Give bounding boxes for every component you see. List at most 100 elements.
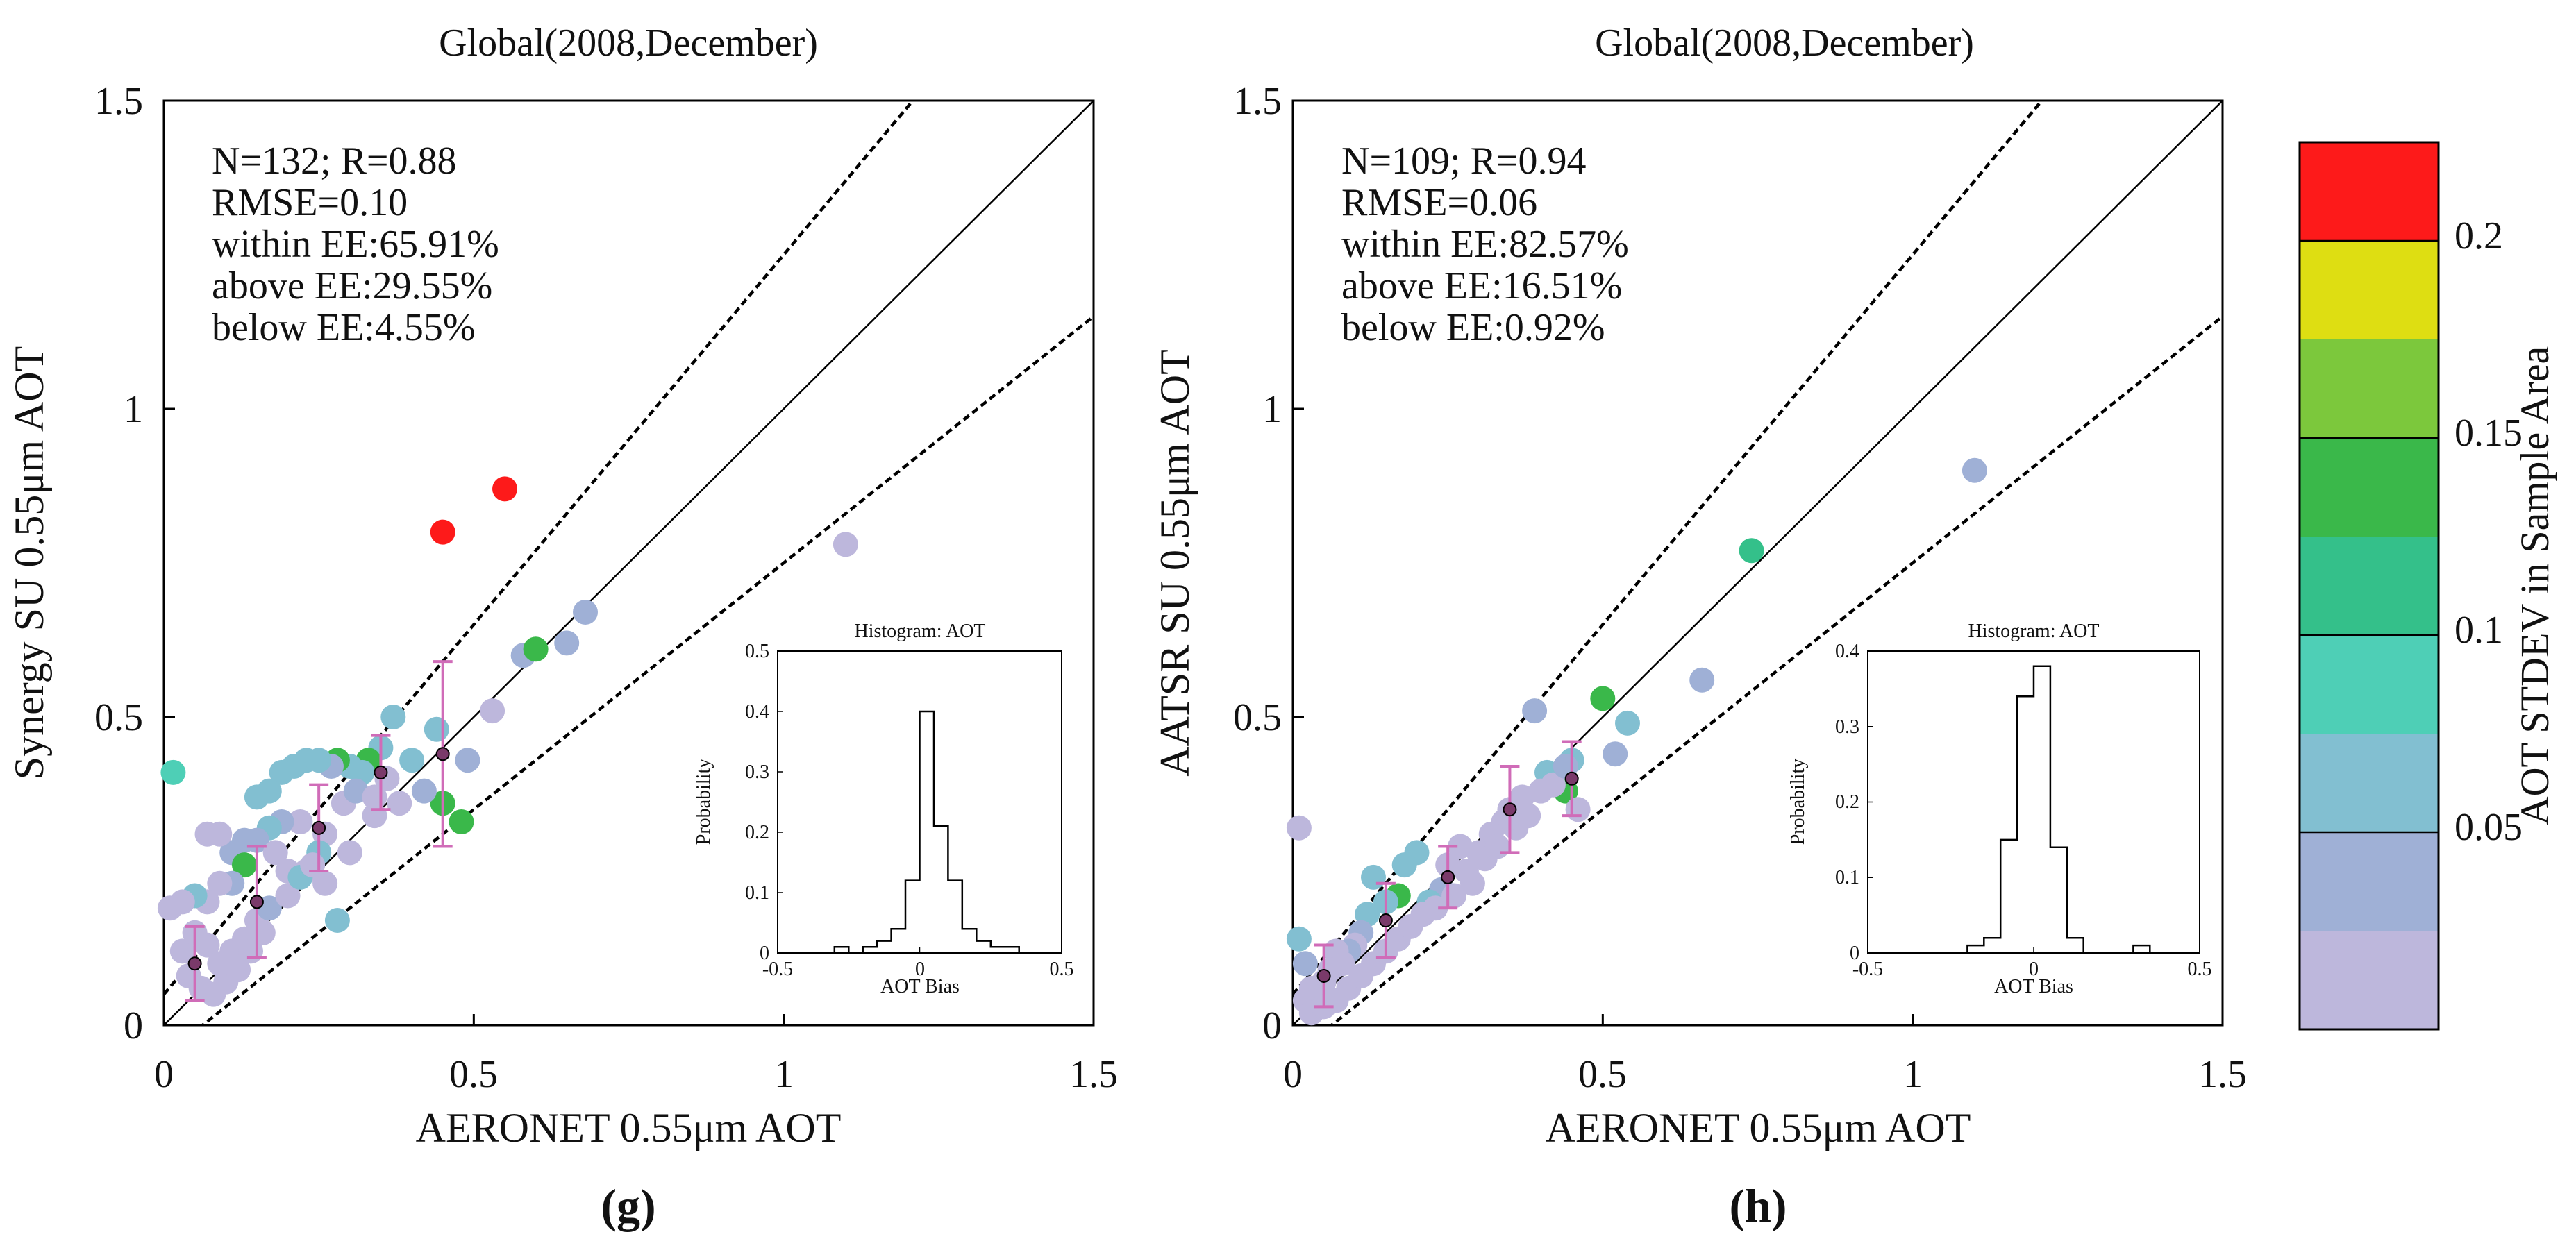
ee-upper-line <box>1293 101 2044 996</box>
histogram-outline <box>1966 665 2167 954</box>
panel-h-stat-line: N=109; R=0.94 <box>1341 140 1587 183</box>
histogram-outline <box>833 710 1034 954</box>
panel-g-inset-x-tick: 0 <box>915 959 925 980</box>
ee-upper-line <box>164 101 915 996</box>
panel-h-inset-y-tick: 0.1 <box>1835 867 1859 888</box>
panel-g-inset-x-label: AOT Bias <box>880 976 960 997</box>
scatter-point <box>157 895 183 921</box>
bin-mean-marker <box>249 895 264 909</box>
scatter-point <box>1739 538 1764 564</box>
colorbar-tick-label: 0.15 <box>2454 412 2523 455</box>
scatter-point <box>1391 852 1417 878</box>
panel-h-inset-histogram: Histogram: AOT AOT Bias Probability -0.5… <box>1787 621 2212 997</box>
panel-g-inset-y-tick: 0.3 <box>745 761 769 783</box>
scatter-point <box>169 938 195 964</box>
panel-g-inset-x-tick: -0.5 <box>762 959 793 980</box>
colorbar-tick-label: 0.1 <box>2454 609 2503 652</box>
panel-g-stat-line: RMSE=0.10 <box>212 181 408 224</box>
panel-g-x-tick-label: 0.5 <box>449 1053 498 1096</box>
scatter-point <box>275 883 301 909</box>
colorbar-segment <box>2300 734 2439 832</box>
colorbar-segments <box>2300 142 2439 1029</box>
panel-h-x-axis-label: AERONET 0.55μm AOT <box>1546 1105 1971 1151</box>
scatter-point <box>1603 741 1628 767</box>
colorbar-segment <box>2300 339 2439 438</box>
panel-h-stat-line: within EE:82.57% <box>1341 223 1629 266</box>
panel-h-inset-y-tick: 0 <box>1850 943 1859 964</box>
colorbar-tick-label: 0.05 <box>2454 806 2523 849</box>
scatter-point <box>1484 834 1510 859</box>
scatter-point <box>1448 834 1473 859</box>
panel-g-y-tick-label: 0 <box>124 1004 143 1047</box>
panel-g: Global(2008,December) AERONET 0.55μm AOT… <box>6 22 1118 1232</box>
scatter-point <box>262 840 288 866</box>
scatter-point <box>194 821 220 847</box>
panel-g-label: (g) <box>601 1179 655 1232</box>
panel-h-inset-y-tick: 0.3 <box>1835 716 1859 738</box>
panel-h-y-tick-label: 1 <box>1262 388 1282 431</box>
panel-g-inset-y-label: Probability <box>693 759 714 845</box>
bin-mean-marker <box>187 956 202 971</box>
colorbar-label: AOT STDEV in Sample Area <box>2512 346 2557 826</box>
panel-h-scatter-points <box>1286 457 1987 1026</box>
panel-g-y-tick-label: 0.5 <box>94 696 143 739</box>
scatter-point <box>324 908 350 933</box>
panel-h-stat-line: below EE:0.92% <box>1341 306 1605 349</box>
panel-h-x-tick-label: 1 <box>1903 1053 1923 1096</box>
panel-g-x-axis-label: AERONET 0.55μm AOT <box>416 1105 842 1151</box>
scatter-point <box>833 532 858 557</box>
panel-g-plot-frame <box>162 99 1095 1027</box>
panel-h-x-tick-label: 0 <box>1283 1053 1303 1096</box>
scatter-point <box>1590 686 1616 711</box>
panel-h-inset-x-tick: 0 <box>2029 959 2039 980</box>
panel-h-inset-title: Histogram: AOT <box>1968 621 2100 642</box>
panel-g-stat-line: below EE:4.55% <box>212 306 475 349</box>
ee-lower-line <box>1329 315 2223 1025</box>
scatter-point <box>449 809 474 834</box>
scatter-point <box>1286 926 1312 952</box>
scatter-point <box>1540 772 1566 798</box>
scatter-point <box>160 759 186 785</box>
panel-h-stat-line: above EE:16.51% <box>1341 264 1622 307</box>
panel-g-x-tick-label: 1 <box>774 1053 794 1096</box>
scatter-point <box>554 630 580 656</box>
bin-mean-marker <box>374 765 388 779</box>
panel-h-inset-frame <box>1867 650 2200 954</box>
panel-g-x-tick-label: 0 <box>154 1053 174 1096</box>
panel-g-y-tick-label: 1 <box>124 388 143 431</box>
colorbar-segment <box>2300 438 2439 537</box>
scatter-point <box>362 784 387 810</box>
panel-h-inset-background <box>1868 651 2200 953</box>
ee-lower-line <box>200 315 1094 1025</box>
panel-g-y-axis-label: Synergy SU 0.55μm AOT <box>6 346 52 779</box>
scatter-point <box>455 748 480 773</box>
scatter-point <box>480 698 505 724</box>
panel-g-x-tick-label: 1.5 <box>1069 1053 1118 1096</box>
panel-h-plot-frame <box>1291 99 2224 1027</box>
scatter-point <box>287 809 313 834</box>
panel-h-x-tick-label: 1.5 <box>2198 1053 2247 1096</box>
scatter-point <box>194 932 220 958</box>
axis-ticks <box>1291 99 2224 1027</box>
scatter-point <box>424 716 449 742</box>
colorbar-segment <box>2300 635 2439 734</box>
colorbar: 0.05 0.1 0.15 0.2 AOT STDEV in Sample Ar… <box>2298 141 2557 1031</box>
scatter-point <box>573 600 598 625</box>
scatter-point <box>337 840 362 866</box>
bin-mean-marker <box>1378 913 1393 928</box>
panel-h-inset-y-label: Probability <box>1787 759 1809 845</box>
colorbar-segment <box>2300 537 2439 635</box>
scatter-point <box>523 636 549 662</box>
scatter-point <box>1962 457 1987 483</box>
bin-mean-marker <box>1441 870 1455 884</box>
colorbar-segment <box>2300 142 2439 241</box>
panel-h: Global(2008,December) AERONET 0.55μm AOT… <box>1152 22 2247 1232</box>
scatter-point <box>226 957 251 983</box>
panel-g-inset-y-tick: 0.4 <box>745 701 769 723</box>
panel-h-label: (h) <box>1729 1179 1787 1232</box>
scatter-point <box>250 920 276 945</box>
panel-g-bin-means <box>185 660 453 1002</box>
panel-h-inset-x-label: AOT Bias <box>1994 976 2073 997</box>
scatter-point <box>380 705 406 729</box>
